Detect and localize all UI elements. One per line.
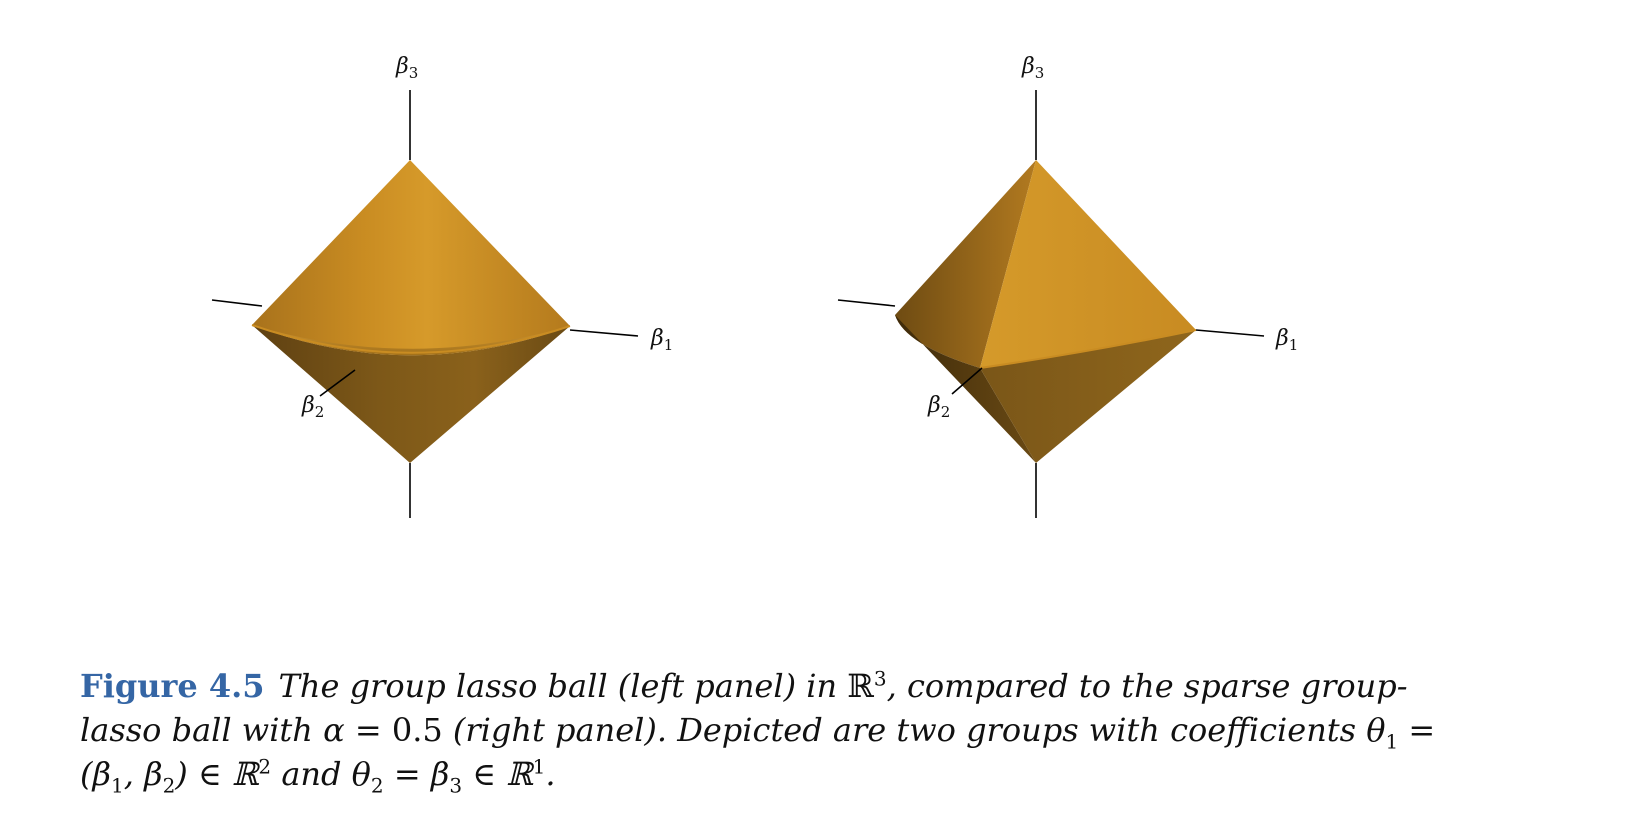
caption-line-2: lasso ball with α = 0.5 (right panel). D… [80, 711, 1436, 754]
left-b2-label: β2 [301, 393, 324, 421]
right-lower-left-facet [895, 315, 1036, 463]
left-rim [252, 325, 570, 356]
right-axis-b2-back [837, 299, 896, 307]
figure-number: Figure 4.5 [80, 667, 265, 705]
left-axis-b1 [569, 329, 639, 337]
right-b3-label: β3 [1021, 54, 1044, 82]
right-upper-right-facet [980, 160, 1196, 368]
right-axis-b2-front [951, 367, 983, 395]
left-axis-b2-back [211, 299, 263, 307]
right-edge-highlight [979, 329, 1197, 369]
right-upper-left-facet [895, 160, 1036, 368]
right-b2-label: β2 [927, 393, 950, 421]
figure: β3 β1 β2 β3 β1 β2 [211, 54, 1298, 518]
left-rim-edge [251, 324, 571, 354]
right-lower-right-facet [980, 330, 1196, 463]
left-panel: β3 β1 β2 [211, 54, 673, 518]
left-lower-cone [252, 325, 570, 463]
left-upper-cone [252, 160, 570, 356]
caption-line-1: Figure 4.5 The group lasso ball (left pan… [80, 666, 1408, 705]
right-axis-b1 [1195, 329, 1265, 337]
left-axis-b2-front [319, 369, 356, 397]
right-b1-label: β1 [1275, 326, 1298, 354]
right-panel: β3 β1 β2 [837, 54, 1298, 518]
left-b3-label: β3 [395, 54, 418, 82]
caption-line-3: (β1, β2) ∈ ℝ2 and θ2 = β3 ∈ ℝ1. [80, 754, 556, 798]
left-b1-label: β1 [650, 326, 673, 354]
